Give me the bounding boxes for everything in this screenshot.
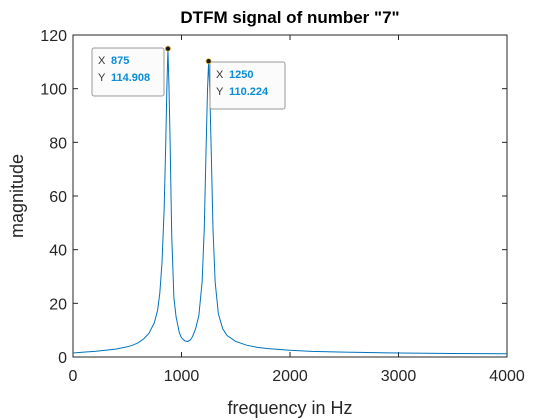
- y-axis-label: magnitude: [7, 154, 27, 238]
- y-tick-label: 80: [49, 135, 67, 152]
- y-tick-label: 0: [58, 350, 67, 367]
- datatip-x-value: 1250: [229, 69, 253, 81]
- datatip-box: [209, 61, 286, 110]
- datatip-y-value: 110.224: [229, 86, 269, 98]
- datatip-box: [91, 47, 165, 97]
- x-tick-label: 1000: [164, 368, 200, 385]
- x-tick-label: 4000: [489, 368, 525, 385]
- chart-title: DTFM signal of number "7": [180, 8, 399, 27]
- datatip-x-key: X: [98, 55, 106, 67]
- series-line-magnitude: [72, 48, 508, 355]
- x-axis-label: frequency in Hz: [227, 398, 352, 418]
- y-tick-label: 40: [49, 243, 67, 260]
- x-tick-label: 3000: [381, 368, 417, 385]
- datatip-0[interactable]: X 875 Y 114.908: [91, 45, 171, 97]
- datatip-x-value: 875: [111, 55, 129, 67]
- y-tick-label: 100: [40, 82, 67, 99]
- y-tick-label: 20: [49, 296, 67, 313]
- x-tick-label: 0: [69, 368, 78, 385]
- x-tick-label: 2000: [272, 368, 308, 385]
- datatip-y-key: Y: [98, 72, 106, 84]
- axis-ticks: 0 1000 2000 3000 4000 0 20 40 60 80 100 120: [40, 28, 525, 385]
- y-tick-label: 120: [40, 28, 67, 45]
- datatip-marker: [164, 45, 171, 52]
- datatips: X 875 Y 114.908 X 1250 Y 110.224: [91, 45, 286, 110]
- datatip-1[interactable]: X 1250 Y 110.224: [205, 58, 286, 110]
- datatip-x-key: X: [216, 69, 224, 81]
- datatip-marker: [205, 58, 212, 65]
- y-tick-label: 60: [49, 189, 67, 206]
- datatip-y-key: Y: [216, 86, 224, 98]
- datatip-y-value: 114.908: [111, 72, 150, 84]
